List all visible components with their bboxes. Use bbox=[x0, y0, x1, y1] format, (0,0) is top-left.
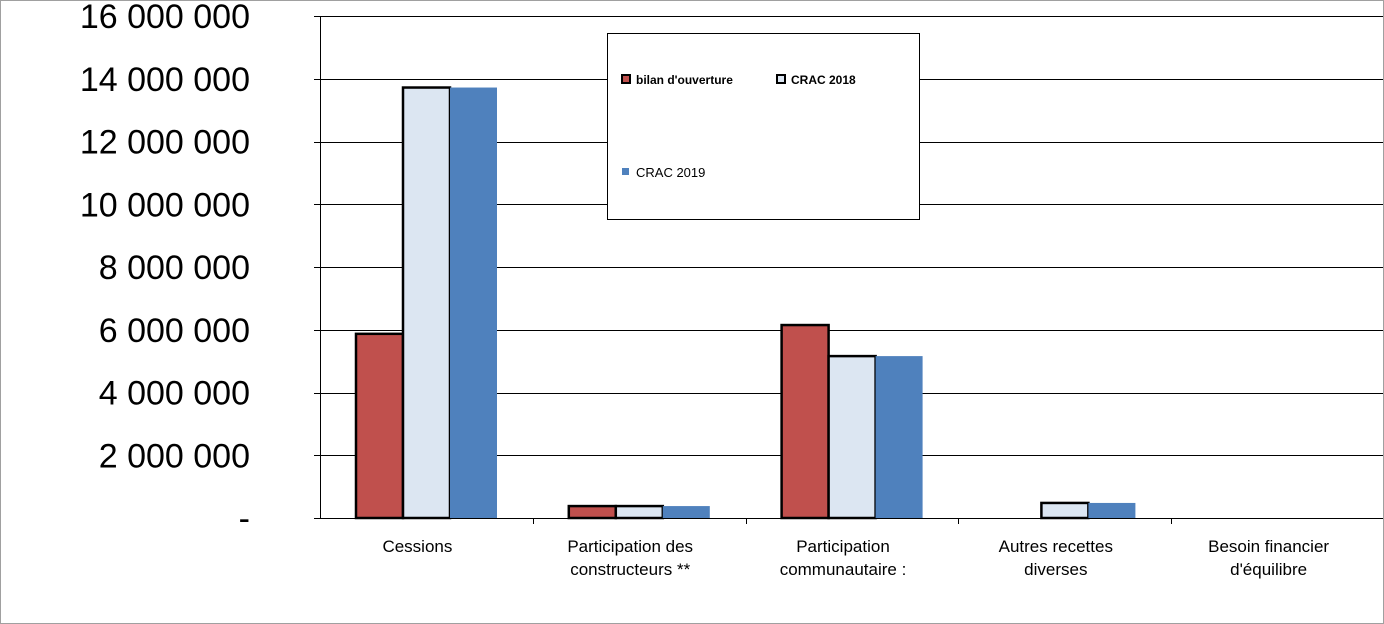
x-tick-label: Participation des bbox=[567, 537, 693, 556]
bar-bilan-d-ouverture bbox=[567, 504, 618, 520]
y-tick-label: 14 000 000 bbox=[80, 61, 250, 99]
bar-crac-2019 bbox=[662, 506, 710, 518]
legend-swatch bbox=[621, 74, 631, 84]
bar-crac-2018 bbox=[401, 86, 452, 520]
x-tick-label: communautaire : bbox=[780, 560, 907, 579]
bar-bilan-d-ouverture bbox=[354, 332, 405, 520]
legend: bilan d'ouverture CRAC 2018 CRAC 2019 bbox=[607, 33, 920, 220]
bar-crac-2019 bbox=[875, 356, 923, 518]
bar-crac-2019 bbox=[1088, 502, 1136, 518]
bar-crac-2018 bbox=[1040, 501, 1090, 520]
legend-swatch bbox=[622, 168, 629, 175]
y-tick-label: - bbox=[239, 500, 250, 538]
bar-bilan-d-ouverture bbox=[780, 323, 830, 520]
axes: - 2 000 000 4 000 000 6 000 000 8 000 000 10 … bbox=[80, 0, 1384, 579]
legend-label: CRAC 2019 bbox=[636, 165, 705, 180]
bar-crac-2018 bbox=[614, 504, 665, 520]
legend-label: CRAC 2018 bbox=[791, 73, 856, 87]
y-tick-label: 4 000 000 bbox=[99, 375, 250, 413]
y-tick-label: 2 000 000 bbox=[99, 437, 250, 475]
bar-crac-2019 bbox=[450, 87, 497, 518]
y-tick-label: 12 000 000 bbox=[80, 124, 250, 162]
x-tick-label: Autres recettes bbox=[999, 537, 1113, 556]
x-tick-label: diverses bbox=[1024, 560, 1087, 579]
y-tick-label: 6 000 000 bbox=[99, 312, 250, 350]
x-tick-label: Cessions bbox=[382, 537, 452, 556]
x-tick-label: d'équilibre bbox=[1230, 560, 1307, 579]
x-tick-label: constructeurs ** bbox=[570, 560, 690, 579]
legend-box bbox=[607, 33, 920, 220]
bar-crac-2018 bbox=[827, 354, 877, 520]
x-tick-label: Participation bbox=[796, 537, 890, 556]
y-tick-label: 8 000 000 bbox=[99, 249, 250, 287]
y-tick-label: 16 000 000 bbox=[80, 0, 250, 36]
y-tick-label: 10 000 000 bbox=[80, 186, 250, 224]
legend-swatch bbox=[776, 74, 786, 84]
x-tick-label: Besoin financier bbox=[1208, 537, 1329, 556]
legend-label: bilan d'ouverture bbox=[636, 73, 733, 87]
